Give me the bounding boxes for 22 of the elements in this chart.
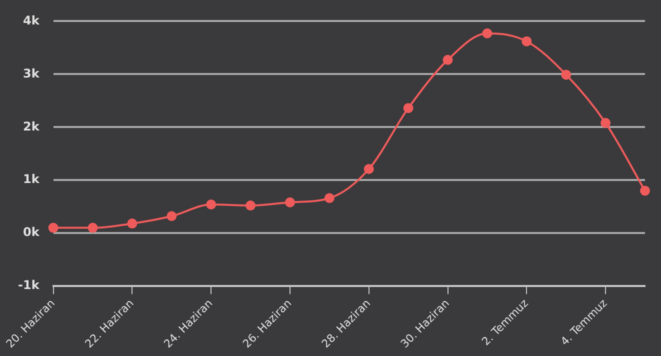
y-tick-label: 0k [22, 225, 40, 240]
point [522, 36, 532, 46]
point [324, 193, 334, 204]
point [442, 54, 453, 65]
point [364, 164, 374, 174]
point [600, 118, 611, 128]
point [166, 211, 177, 222]
point [561, 70, 572, 80]
y-tick-label: 1k [22, 172, 40, 186]
y-tick-label: 2k [22, 119, 40, 134]
point [88, 222, 98, 233]
y-tick-label: -1k [18, 278, 40, 292]
y-tick-label: 3k [22, 66, 40, 80]
point [284, 197, 295, 208]
point [403, 103, 414, 114]
point [640, 186, 650, 196]
y-tick-label: 4k [22, 13, 40, 28]
point [246, 200, 256, 211]
point [127, 218, 138, 229]
point [48, 222, 58, 233]
point [206, 199, 216, 210]
point [482, 28, 492, 38]
